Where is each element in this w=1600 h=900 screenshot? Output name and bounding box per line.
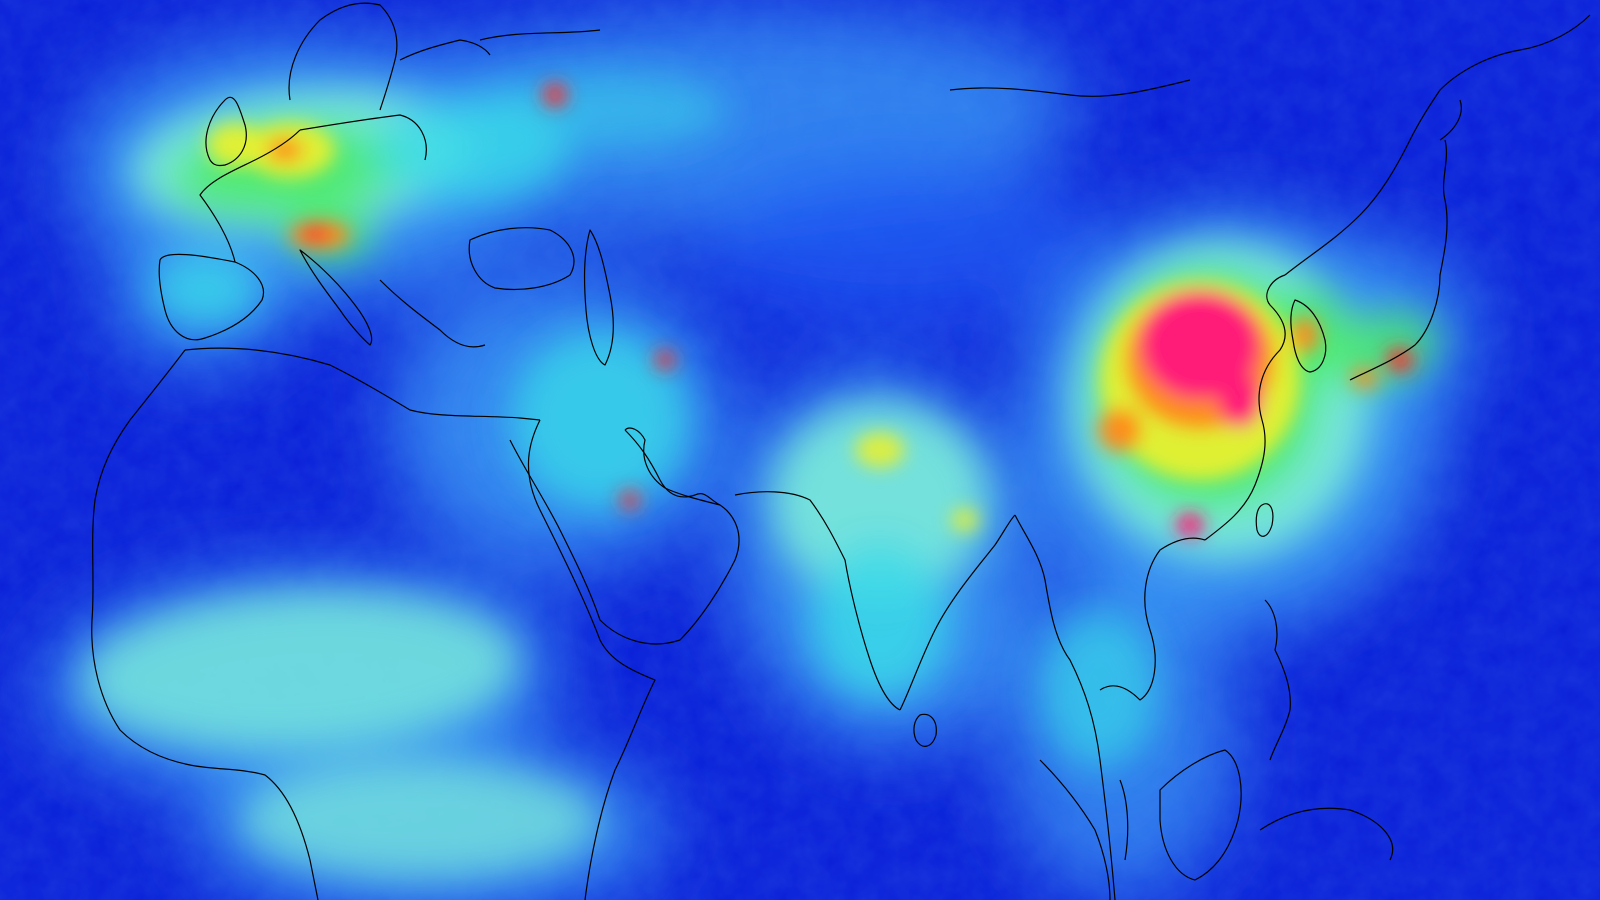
mod-india-south: [810, 540, 950, 700]
plume-central-asia: [700, 160, 1100, 320]
hot-moscow: [543, 83, 567, 107]
hot-sichuan: [1098, 408, 1142, 452]
hot-tehran: [655, 350, 675, 370]
hot-guangzhou: [1176, 513, 1204, 537]
hot-shanghai: [1218, 372, 1262, 428]
hot-po-valley-core: [301, 226, 329, 242]
hot-gulf: [620, 490, 640, 510]
hot-delhi: [855, 432, 905, 468]
mod-central-africa: [240, 760, 600, 880]
hot-seoul: [1291, 317, 1319, 353]
mod-russia: [470, 70, 730, 150]
hot-kolkata: [951, 508, 979, 532]
